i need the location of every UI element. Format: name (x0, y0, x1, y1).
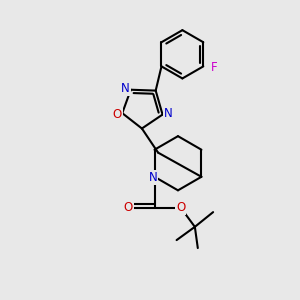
Text: N: N (164, 107, 172, 120)
Text: F: F (211, 61, 218, 74)
Text: O: O (124, 201, 133, 214)
Text: O: O (112, 107, 122, 121)
Text: O: O (176, 201, 185, 214)
Text: N: N (149, 171, 158, 184)
Text: N: N (121, 82, 130, 95)
